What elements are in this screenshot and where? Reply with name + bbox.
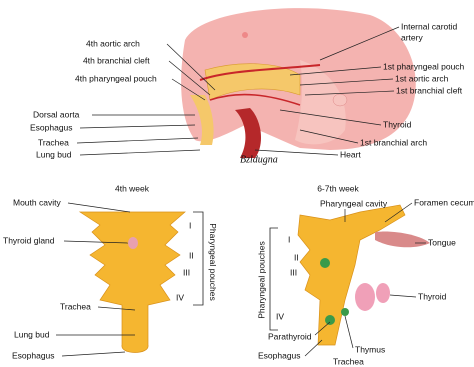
pouch-label: IV — [276, 311, 284, 321]
leader-lines — [56, 26, 426, 357]
label: 1st pharyngeal pouch — [383, 61, 465, 71]
pouch-label: II — [294, 252, 299, 262]
thyroid-shape — [376, 283, 390, 303]
label: 1st branchial arch — [360, 137, 427, 147]
parathyroid-shape — [341, 308, 349, 316]
pharynx-4th-week — [78, 211, 186, 353]
label: Thyroid — [383, 119, 412, 129]
label: Internal carotid — [401, 21, 457, 31]
pouch-label: II — [189, 250, 194, 260]
pouch-label: IV — [176, 292, 184, 302]
thyroid-shape — [355, 283, 375, 311]
label: 4th branchial cleft — [83, 55, 150, 65]
label: Heart — [340, 149, 361, 159]
parathyroid-shape — [320, 258, 330, 268]
label: Trachea — [60, 301, 91, 311]
label: artery — [401, 32, 423, 42]
section-title: 4th week — [115, 183, 150, 193]
pharynx-6th-week — [297, 204, 406, 346]
label: Foramen cecum — [414, 197, 474, 207]
pouch-label: III — [290, 267, 297, 277]
bracket-label: Pharyngeal pouches — [256, 241, 266, 319]
bracket-label: Pharyngeal pouches — [208, 223, 218, 301]
label: Esophagus — [12, 350, 55, 360]
label: Mouth cavity — [13, 197, 61, 207]
pouch-label: III — [183, 267, 190, 277]
label: Pharyngeal cavity — [320, 198, 388, 208]
label: Esophagus — [30, 122, 73, 132]
label: Lung bud — [36, 149, 72, 159]
embryo-illustration — [181, 8, 416, 158]
label: 1st aortic arch — [395, 73, 449, 83]
thyroid-gland-shape — [128, 237, 138, 249]
tongue-shape — [375, 231, 430, 248]
pouch-label: I — [189, 220, 191, 230]
label: Thyroid gland — [3, 235, 55, 245]
signature: Bzldugna — [240, 154, 278, 165]
label: Thyroid — [418, 291, 447, 301]
label: Dorsal aorta — [33, 109, 80, 119]
section-title: 6-7th week — [317, 183, 359, 193]
label: Trachea — [38, 137, 69, 147]
label: Thymus — [355, 344, 385, 354]
label: 4th aortic arch — [86, 38, 140, 48]
label: Lung bud — [14, 329, 50, 339]
label: 1st branchial cleft — [396, 85, 463, 95]
pouch-label: I — [288, 234, 290, 244]
label: Tongue — [428, 237, 456, 247]
label: 4th pharyngeal pouch — [75, 73, 157, 83]
label: Parathyroid — [268, 331, 312, 341]
label: Esophagus — [258, 350, 301, 360]
parathyroid-shape — [325, 315, 335, 325]
label: Trachea — [333, 356, 364, 366]
